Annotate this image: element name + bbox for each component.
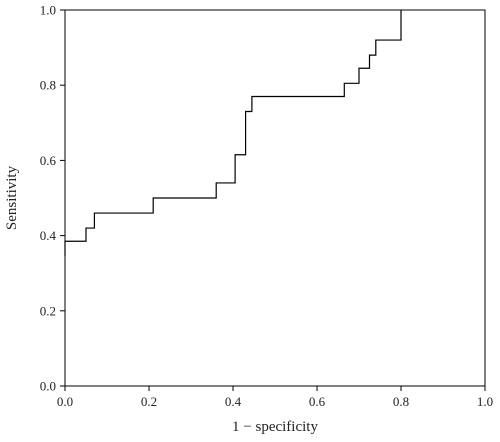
x-tick-label: 0.0	[57, 394, 73, 409]
y-axis-ticks: 0.0 0.2 0.4 0.6 0.8 1.0	[40, 3, 65, 394]
x-tick-label: 0.8	[393, 394, 409, 409]
x-tick-label: 0.2	[141, 394, 157, 409]
x-tick-label: 1.0	[477, 394, 493, 409]
y-tick-label: 0.6	[40, 153, 57, 168]
roc-curve-line	[64, 10, 402, 257]
y-tick-label: 0.0	[40, 379, 56, 394]
y-tick-label: 1.0	[40, 3, 56, 18]
y-tick-label: 0.4	[40, 228, 57, 243]
x-axis-ticks: 0.0 0.2 0.4 0.6 0.8 1.0	[57, 386, 493, 409]
x-tick-label: 0.6	[309, 394, 326, 409]
y-tick-label: 0.8	[40, 78, 56, 93]
plot-frame	[64, 9, 486, 387]
y-axis-label: Sensitivity	[4, 165, 20, 230]
y-tick-label: 0.2	[40, 303, 56, 318]
x-axis-label: 1 − specificity	[232, 419, 318, 435]
x-tick-label: 0.4	[225, 394, 242, 409]
